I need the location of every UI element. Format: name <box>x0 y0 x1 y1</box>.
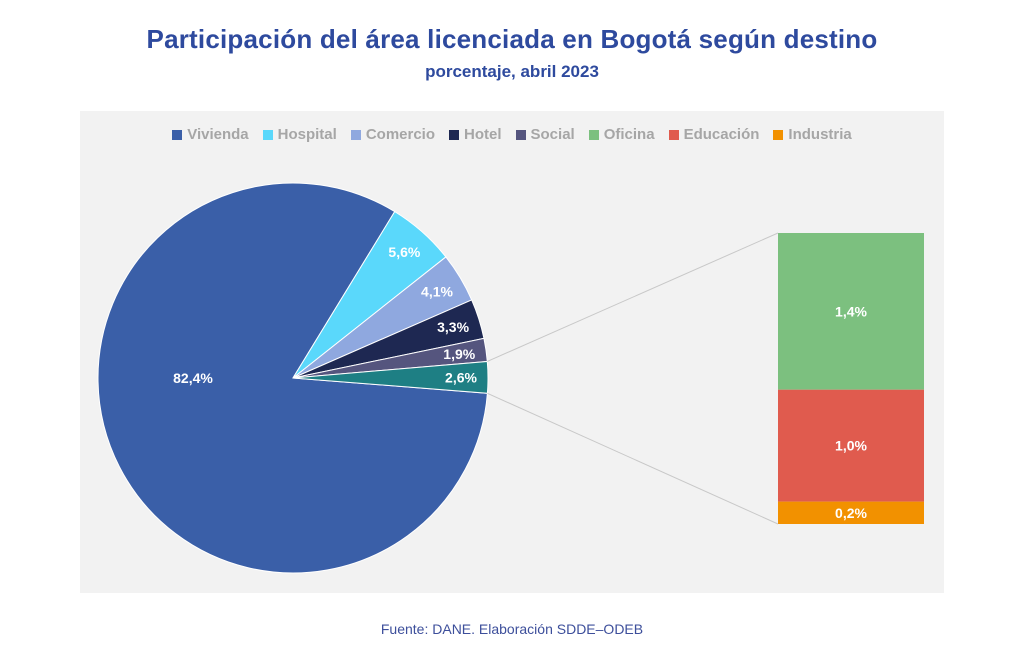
legend-swatch <box>588 129 599 140</box>
pie-label-hospital: 5,6% <box>388 244 420 260</box>
legend-label: Industria <box>788 126 852 143</box>
pie-label-otros: 2,6% <box>445 369 477 385</box>
legend-item-hospital: Hospital <box>262 126 337 143</box>
legend-item-industria: Industria <box>773 126 852 143</box>
legend-item-hotel: Hotel <box>449 126 502 143</box>
legend-item-social: Social <box>515 126 575 143</box>
source-note: Fuente: DANE. Elaboración SDDE–ODEB <box>380 621 644 637</box>
legend-label: Hotel <box>464 126 502 143</box>
legend-label: Vivienda <box>187 126 249 143</box>
legend-label: Social <box>530 126 575 143</box>
pie-label-vivienda: 82,4% <box>173 370 213 386</box>
pie-label-comercio: 4,1% <box>421 283 453 299</box>
bar-label-educacion: 1,0% <box>835 438 867 454</box>
legend-swatch <box>350 129 361 140</box>
legend-item-oficina: Oficina <box>588 126 655 143</box>
legend-swatch <box>773 129 784 140</box>
bar-segment-oficina <box>778 233 924 390</box>
legend-label: Hospital <box>277 126 337 143</box>
legend-item-vivienda: Vivienda <box>172 126 249 143</box>
legend-swatch <box>262 129 273 140</box>
legend-item-educacion: Educación <box>668 126 760 143</box>
legend-swatch <box>449 129 460 140</box>
chart-title: Participación del área licenciada en Bog… <box>146 24 878 54</box>
pie-label-social: 1,9% <box>443 346 475 362</box>
legend-swatch <box>515 129 526 140</box>
bar-segment-industria <box>778 501 924 524</box>
legend-swatch <box>172 129 183 140</box>
connector-line-top <box>487 232 779 362</box>
legend: Vivienda Hospital Comercio Hotel Social Ofici… <box>80 126 944 143</box>
legend-swatch <box>668 129 679 140</box>
legend-label: Educación <box>683 126 760 143</box>
legend-label: Oficina <box>603 126 655 143</box>
chart-subtitle: porcentaje, abril 2023 <box>425 62 599 81</box>
legend-label: Comercio <box>365 126 436 143</box>
bar-label-oficina: 1,4% <box>835 303 867 319</box>
bar-segment-educacion <box>778 389 924 502</box>
pie-slice-otros <box>292 360 489 394</box>
legend-item-comercio: Comercio <box>350 126 436 143</box>
connector-line-bottom <box>487 392 779 525</box>
pie-label-hotel: 3,3% <box>437 319 469 335</box>
pie-slice-vivienda <box>97 182 488 574</box>
bar-label-industria: 0,2% <box>835 505 867 521</box>
